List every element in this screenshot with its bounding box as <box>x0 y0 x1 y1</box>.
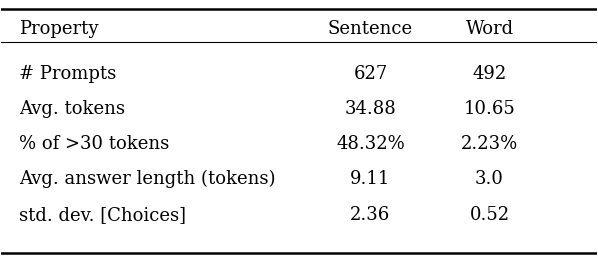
Text: 10.65: 10.65 <box>463 100 515 118</box>
Text: Avg. tokens: Avg. tokens <box>19 100 125 118</box>
Text: # Prompts: # Prompts <box>19 65 117 83</box>
Text: 0.52: 0.52 <box>469 206 509 224</box>
Text: 3.0: 3.0 <box>475 170 504 188</box>
Text: Sentence: Sentence <box>328 20 413 38</box>
Text: 48.32%: 48.32% <box>336 135 405 153</box>
Text: 2.23%: 2.23% <box>461 135 518 153</box>
Text: Property: Property <box>19 20 99 38</box>
Text: 2.36: 2.36 <box>350 206 390 224</box>
Text: 627: 627 <box>353 65 388 83</box>
Text: 492: 492 <box>472 65 507 83</box>
Text: 9.11: 9.11 <box>350 170 390 188</box>
Text: std. dev. [Choices]: std. dev. [Choices] <box>19 206 186 224</box>
Text: Avg. answer length (tokens): Avg. answer length (tokens) <box>19 170 276 188</box>
Text: % of >30 tokens: % of >30 tokens <box>19 135 169 153</box>
Text: Word: Word <box>465 20 514 38</box>
Text: 34.88: 34.88 <box>344 100 396 118</box>
